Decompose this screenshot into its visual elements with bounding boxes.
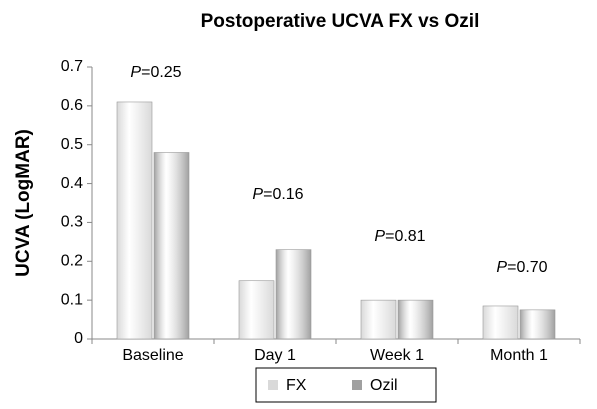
chart-title: Postoperative UCVA FX vs Ozil [201,11,480,32]
x-tick-label: Week 1 [370,347,424,364]
y-axis-label: UCVA (LogMAR) [13,129,34,277]
legend-label: Ozil [370,377,398,394]
bar [275,249,312,340]
y-tick-label: 0.2 [61,253,83,270]
legend-box [255,367,437,403]
legend-swatch [268,380,278,390]
bar [482,305,519,340]
bar [116,101,153,340]
bar [519,309,556,340]
x-tick-label: Month 1 [490,347,548,364]
annotation: P=0.81 [374,228,425,245]
y-tick-label: 0.7 [61,58,83,75]
y-tick-label: 0.4 [61,175,83,192]
annotation: P=0.16 [252,186,303,203]
annotation: P=0.70 [496,259,547,276]
x-tick-label: Day 1 [254,347,296,364]
y-tick-label: 0.5 [61,136,83,153]
bar [238,280,275,340]
bar [397,299,434,340]
y-tick-label: 0 [74,330,83,347]
y-tick-label: 0.1 [61,291,83,308]
bar [360,299,397,340]
bar [153,152,190,340]
legend-swatch [352,380,362,390]
annotation: P=0.25 [130,64,181,81]
y-tick-label: 0.6 [61,97,83,114]
x-tick-label: Baseline [122,347,183,364]
legend-label: FX [286,377,307,394]
y-tick-label: 0.3 [61,214,83,231]
